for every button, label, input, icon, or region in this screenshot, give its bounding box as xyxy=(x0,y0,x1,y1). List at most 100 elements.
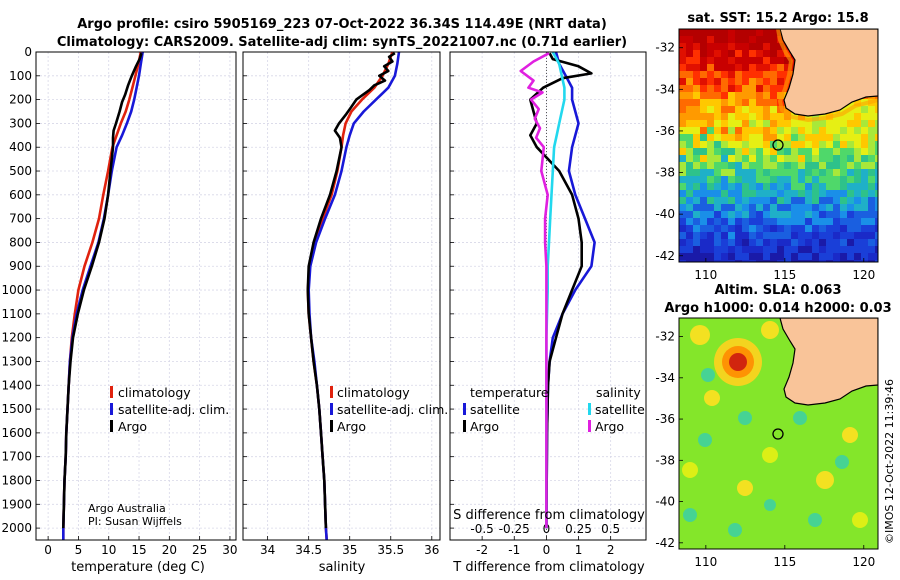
x-tick-label: -2 xyxy=(476,543,488,557)
legend-label-temp-satellite: satellite xyxy=(470,402,520,417)
sst-cell xyxy=(784,85,791,92)
sst-cell xyxy=(707,120,714,127)
sst-cell xyxy=(756,162,763,169)
sst-cell xyxy=(693,36,700,43)
sst-cell xyxy=(847,155,854,162)
sst-cell xyxy=(770,176,777,183)
sst-cell xyxy=(770,253,777,260)
sst-cell xyxy=(840,190,847,197)
sst-cell xyxy=(854,148,861,155)
sst-cell xyxy=(854,260,861,262)
plot-frame xyxy=(35,51,237,541)
sst-cell xyxy=(826,141,833,148)
sst-cell xyxy=(805,204,812,211)
salinity-axis-label: salinity xyxy=(319,560,366,575)
imos-watermark: ©IMOS 12-Oct-2022 11:39:46 xyxy=(883,379,896,544)
sst-cell xyxy=(833,218,840,225)
sst-cell xyxy=(805,148,812,155)
sst-cell xyxy=(707,99,714,106)
x-tick-label: -1 xyxy=(508,543,520,557)
sst-cell xyxy=(742,29,749,36)
sst-cell xyxy=(707,239,714,246)
sst-cell xyxy=(763,141,770,148)
temperature-axis-label: temperature (deg C) xyxy=(71,560,205,575)
sst-cell xyxy=(742,127,749,134)
sst-cell xyxy=(679,106,686,113)
sst-cell xyxy=(749,29,756,36)
sst-cell xyxy=(700,155,707,162)
sst-cell xyxy=(707,85,714,92)
sst-cell xyxy=(735,239,742,246)
sst-cell xyxy=(770,169,777,176)
sst-cell xyxy=(812,169,819,176)
sst-cell xyxy=(700,148,707,155)
sst-cell xyxy=(721,183,728,190)
sst-cell xyxy=(707,148,714,155)
sst-cell xyxy=(749,169,756,176)
sst-cell xyxy=(735,183,742,190)
sst-cell xyxy=(868,232,875,239)
series-line-salinity-argo xyxy=(519,52,550,529)
sst-cell xyxy=(770,134,777,141)
sst-cell xyxy=(756,176,763,183)
sst-cell xyxy=(812,225,819,232)
sst-cell xyxy=(686,57,693,64)
sst-cell xyxy=(686,106,693,113)
sst-cell xyxy=(693,106,700,113)
sst-cell xyxy=(728,99,735,106)
sst-cell xyxy=(742,239,749,246)
sst-cell xyxy=(686,176,693,183)
sst-cell xyxy=(763,36,770,43)
sst-cell xyxy=(749,183,756,190)
salinity-legend: climatology satellite-adj. clim. Argo xyxy=(330,385,448,434)
sst-cell xyxy=(770,211,777,218)
sst-cell xyxy=(805,211,812,218)
sst-cell xyxy=(854,211,861,218)
sst-cell xyxy=(812,260,819,262)
sst-cell xyxy=(777,141,784,148)
sst-cell xyxy=(714,120,721,127)
series-line-temperature-argo xyxy=(528,52,593,529)
sst-cell xyxy=(707,134,714,141)
sst-cell xyxy=(854,253,861,260)
sst-cell xyxy=(833,239,840,246)
sst-cell xyxy=(749,204,756,211)
sst-cell xyxy=(868,155,875,162)
sst-cell xyxy=(679,239,686,246)
sst-cell xyxy=(707,92,714,99)
sst-cell xyxy=(749,85,756,92)
sst-cell xyxy=(749,148,756,155)
sst-cell xyxy=(861,169,868,176)
x-tick-label: 30 xyxy=(222,543,237,557)
map-y-tick-label: -36 xyxy=(655,124,675,138)
map-y-tick-label: -36 xyxy=(655,412,675,426)
depth-tick-label: 1000 xyxy=(1,283,32,297)
sst-cell xyxy=(770,225,777,232)
x-tick-label: 1 xyxy=(575,543,583,557)
sst-cell xyxy=(749,106,756,113)
sst-cell xyxy=(714,239,721,246)
x-tick-label: 25 xyxy=(192,543,207,557)
sst-cell xyxy=(728,260,735,262)
sla-anomaly-blob xyxy=(729,353,747,371)
depth-tick-label: 700 xyxy=(9,212,32,226)
sst-cell xyxy=(812,183,819,190)
sst-cell xyxy=(854,218,861,225)
sst-cell xyxy=(868,113,875,120)
sst-cell xyxy=(735,148,742,155)
x-tick-label: 34.5 xyxy=(295,543,322,557)
sst-cell xyxy=(770,204,777,211)
sst-cell xyxy=(700,253,707,260)
depth-tick-label: 400 xyxy=(9,140,32,154)
depth-tick-label: 1200 xyxy=(1,331,32,345)
sst-cell xyxy=(707,218,714,225)
depth-tick-label: 1100 xyxy=(1,307,32,321)
sst-cell xyxy=(798,253,805,260)
sst-cell xyxy=(714,211,721,218)
sst-cell xyxy=(749,50,756,57)
sst-cell xyxy=(763,148,770,155)
depth-tick-label: 1800 xyxy=(1,473,32,487)
sst-cell xyxy=(728,106,735,113)
depth-tick-label: 600 xyxy=(9,188,32,202)
sst-cell xyxy=(777,176,784,183)
